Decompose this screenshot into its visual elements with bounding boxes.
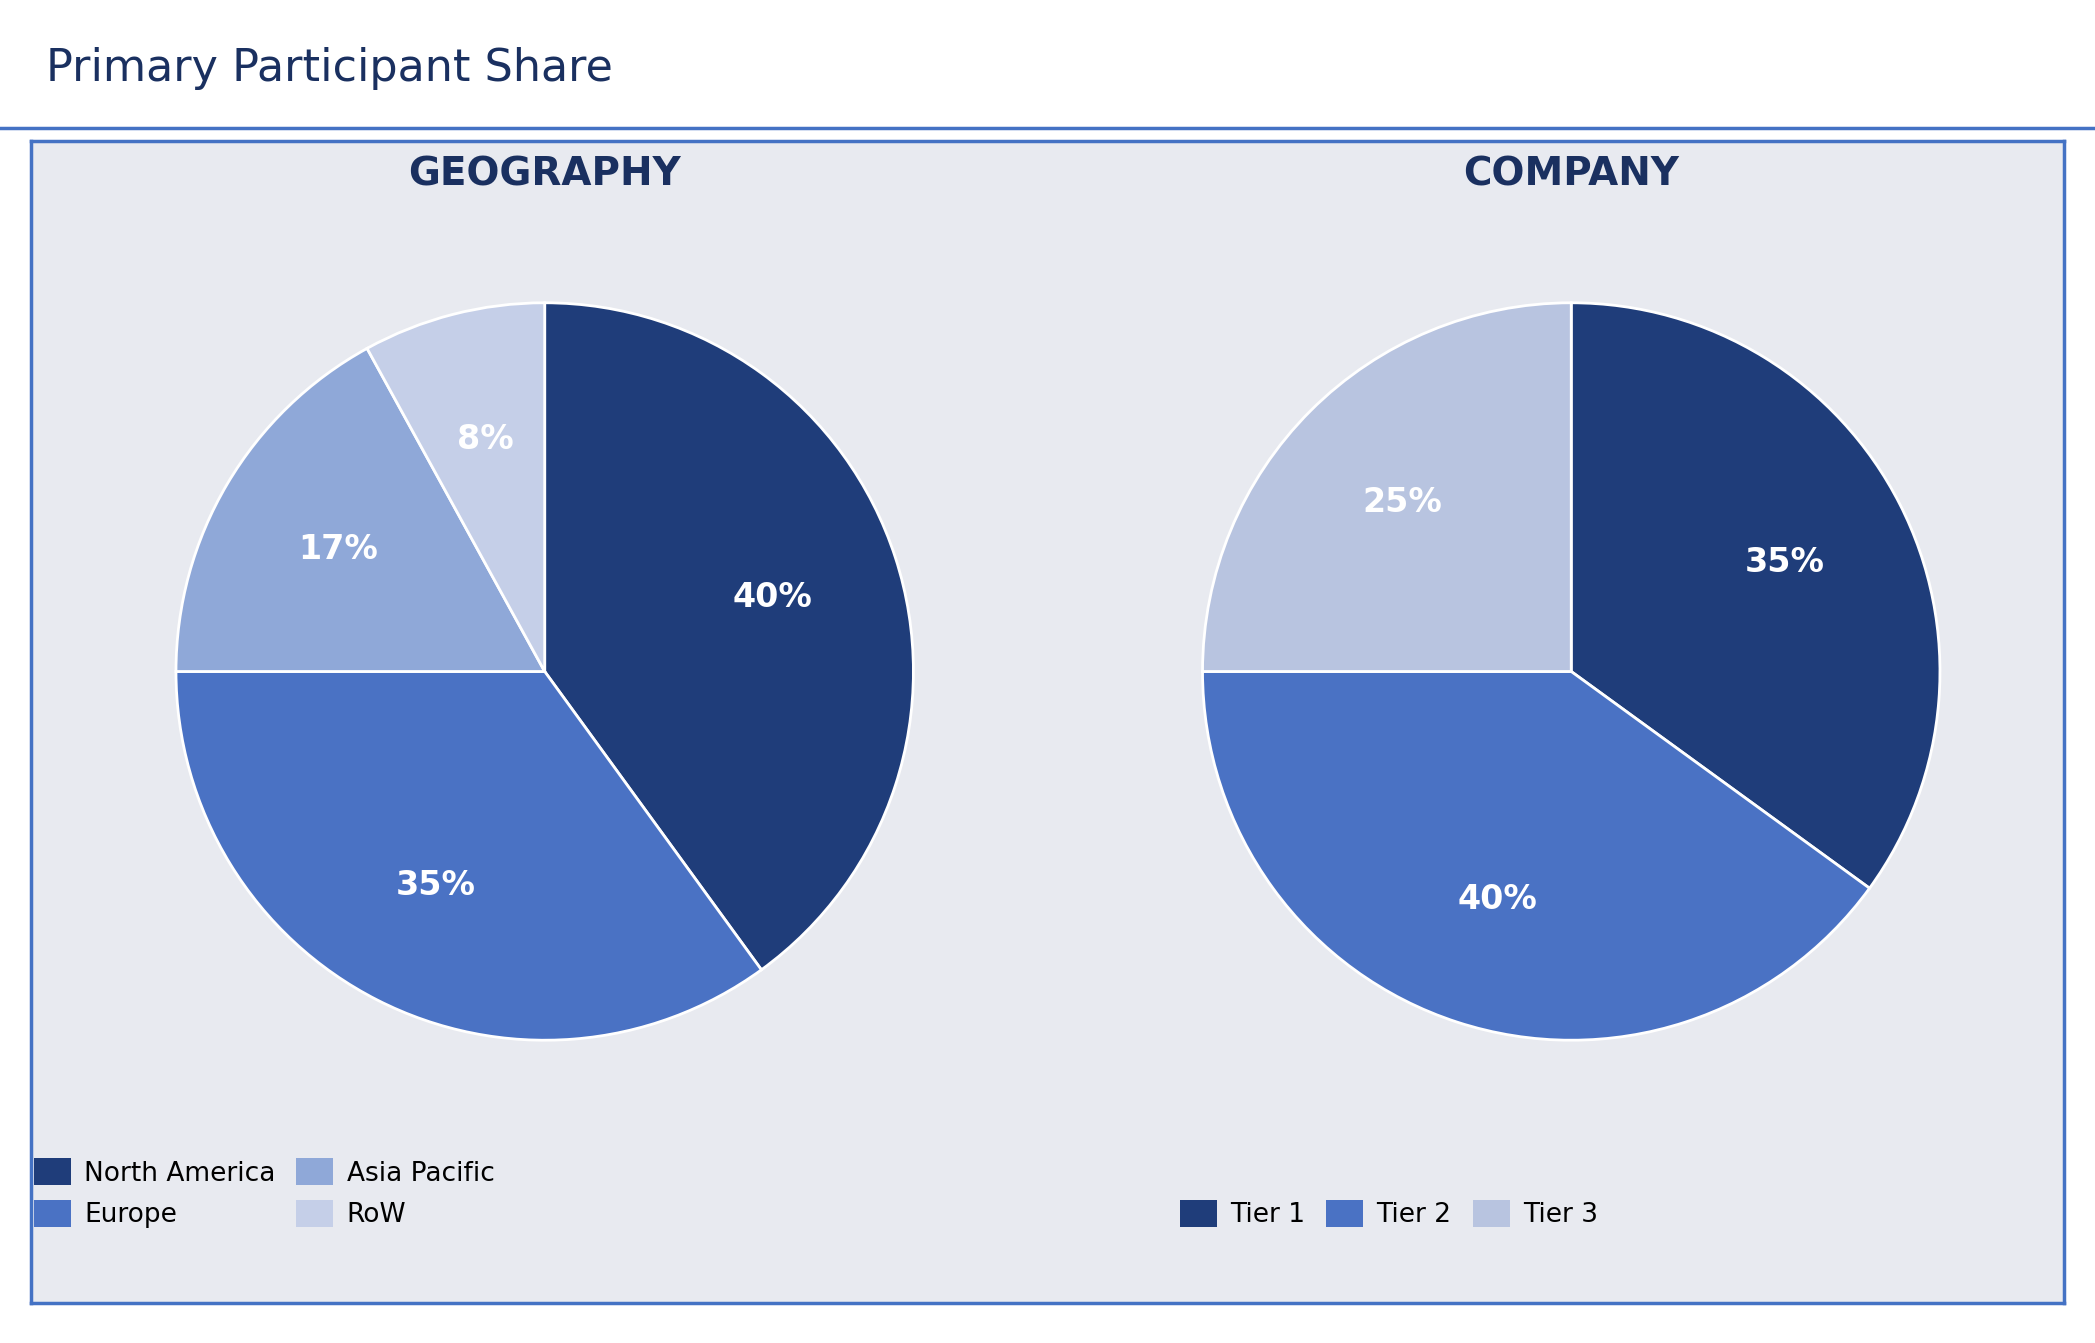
- Wedge shape: [367, 302, 545, 672]
- Title: GEOGRAPHY: GEOGRAPHY: [409, 156, 681, 193]
- Text: 25%: 25%: [1362, 486, 1441, 518]
- Wedge shape: [176, 348, 545, 672]
- Text: 40%: 40%: [733, 582, 813, 614]
- Text: 40%: 40%: [1458, 882, 1538, 916]
- Wedge shape: [1203, 672, 1869, 1041]
- Text: Primary Participant Share: Primary Participant Share: [46, 47, 614, 90]
- Text: 8%: 8%: [457, 423, 513, 455]
- Wedge shape: [545, 302, 913, 970]
- Wedge shape: [1203, 302, 1571, 672]
- Text: 17%: 17%: [297, 533, 379, 565]
- Text: 35%: 35%: [396, 869, 476, 901]
- Wedge shape: [176, 672, 760, 1041]
- Title: COMPANY: COMPANY: [1462, 156, 1680, 193]
- Text: 35%: 35%: [1745, 547, 1825, 579]
- Wedge shape: [1571, 302, 1940, 888]
- Legend: Tier 1, Tier 2, Tier 3: Tier 1, Tier 2, Tier 3: [1169, 1190, 1609, 1240]
- Legend: North America, Europe, Asia Pacific, RoW: North America, Europe, Asia Pacific, RoW: [23, 1148, 505, 1240]
